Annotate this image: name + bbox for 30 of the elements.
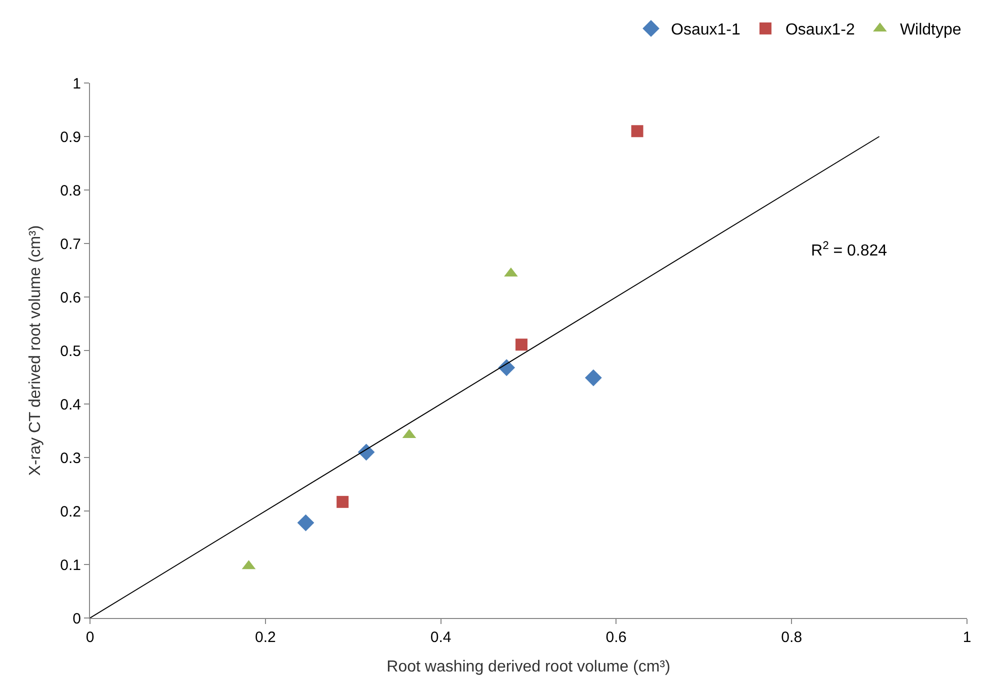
y-tick-label: 0.1 [60, 556, 81, 574]
y-tick-label: 0.9 [60, 128, 81, 146]
y-tick-label: 0.4 [60, 396, 81, 414]
legend-label: Wildtype [900, 22, 962, 39]
point [631, 125, 644, 138]
legend-label: Osaux1-2 [785, 22, 855, 39]
annotation: R$^{2}$ = 0.824 [811, 240, 888, 260]
x-tick-label: 0.8 [781, 629, 802, 646]
point [358, 444, 375, 461]
y-tick-label: 0.5 [60, 342, 81, 360]
x-tick-label: 0 [86, 629, 94, 646]
legend-label: Osaux1-1 [671, 22, 740, 39]
x-tick-label: 0.4 [430, 629, 452, 646]
y-axis-title: X-ray CT derived root volume (cm³) [27, 225, 44, 476]
y-tick-label: 1 [72, 75, 81, 92]
point [515, 338, 528, 351]
point [498, 359, 516, 376]
y-tick-label: 0.7 [60, 236, 81, 253]
x-tick-label: 1 [962, 629, 972, 646]
point [336, 496, 349, 508]
point [297, 514, 314, 532]
x-tick-label: 0.6 [606, 629, 627, 646]
y-tick-label: 0.3 [60, 450, 81, 467]
y-tick-label: 0.8 [60, 182, 81, 200]
x-axis-title: Root washing derived root volume (cm³) [386, 658, 670, 676]
x-tick-label: 0.2 [254, 629, 276, 646]
y-tick-label: 0.2 [60, 503, 81, 520]
y-tick-label: 0 [72, 610, 81, 628]
point [584, 369, 602, 386]
y-tick-label: 0.6 [60, 289, 81, 306]
